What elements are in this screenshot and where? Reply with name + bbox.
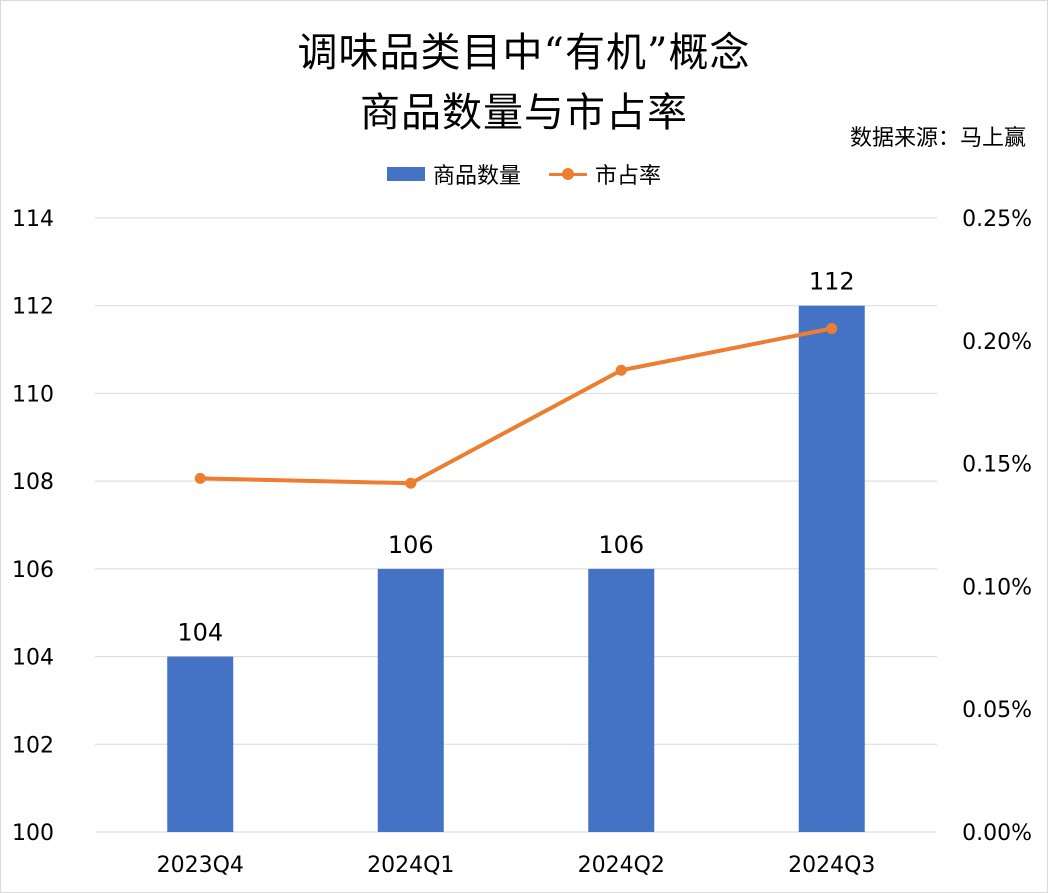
y-right-tick-label: 0.15% xyxy=(962,453,1032,478)
y-left-tick-label: 106 xyxy=(12,558,54,583)
share-point xyxy=(615,364,627,376)
data-source-note: 数据来源：马上赢 xyxy=(849,126,1026,151)
y-left-tick-label: 112 xyxy=(12,295,54,320)
bar-data-label: 106 xyxy=(388,531,434,559)
chart-legend: 商品数量 市占率 xyxy=(0,158,1048,190)
x-tick-label: 2024Q3 xyxy=(788,853,875,878)
y-right-tick-label: 0.20% xyxy=(962,330,1032,355)
chart-title-line2: 商品数量与市占率 xyxy=(360,90,688,136)
bar xyxy=(588,568,655,832)
x-tick-label: 2024Q1 xyxy=(367,853,454,878)
bar-data-label: 104 xyxy=(177,619,223,647)
legend-line-label: 市占率 xyxy=(595,164,662,189)
share-point xyxy=(826,323,838,335)
bar-data-label: 112 xyxy=(809,268,855,296)
y-left-tick-label: 110 xyxy=(12,382,54,407)
share-point xyxy=(405,477,417,489)
legend-item-line: 市占率 xyxy=(549,158,661,190)
y-right-tick-label: 0.00% xyxy=(962,821,1032,846)
bar xyxy=(167,656,234,832)
y-right-tick-label: 0.25% xyxy=(962,207,1032,232)
y-left-tick-label: 108 xyxy=(12,470,54,495)
y-right-tick-label: 0.10% xyxy=(962,575,1032,600)
legend-bar-label: 商品数量 xyxy=(432,164,521,189)
x-tick-label: 2024Q2 xyxy=(578,853,665,878)
legend-bar-swatch xyxy=(386,167,425,181)
bar xyxy=(377,568,444,832)
bar-data-label: 106 xyxy=(598,531,644,559)
bar xyxy=(798,305,865,832)
x-tick-label: 2023Q4 xyxy=(157,853,244,878)
share-point xyxy=(194,472,206,484)
share-line xyxy=(200,326,833,486)
y-left-tick-label: 102 xyxy=(12,733,54,758)
legend-line-swatch xyxy=(549,167,587,181)
y-right-tick-label: 0.05% xyxy=(962,698,1032,723)
legend-item-bar: 商品数量 xyxy=(386,158,521,190)
y-left-tick-label: 114 xyxy=(12,207,54,232)
y-left-tick-label: 104 xyxy=(12,646,54,671)
chart-title-line1: 调味品类目中“有机”概念 xyxy=(297,30,751,76)
y-left-tick-label: 100 xyxy=(12,821,54,846)
